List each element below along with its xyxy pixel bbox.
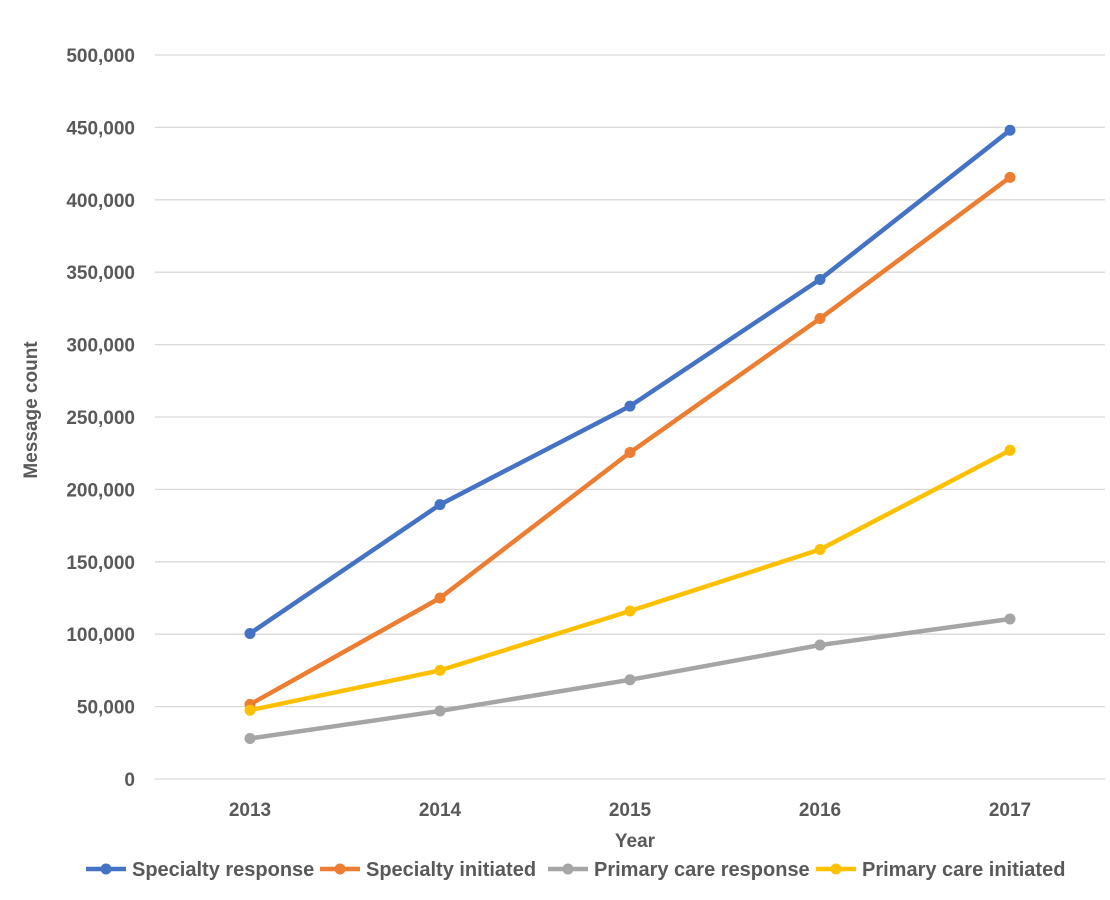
x-tick-label: 2016 [799,800,841,821]
y-tick-label: 450,000 [66,118,135,139]
data-point [244,732,256,744]
x-tick-label: 2015 [609,800,652,821]
data-point [434,592,446,604]
legend-swatch-marker [100,863,112,875]
x-tick-label: 2014 [419,800,462,821]
series-specialty-response [244,124,1016,639]
series-primary-care-initiated [244,444,1016,716]
data-point [244,627,256,639]
series-specialty-initiated [244,171,1016,710]
data-point [814,639,826,651]
legend-item: Specialty response [86,859,314,881]
legend-label: Primary care response [594,859,810,881]
legend: Specialty response Specialty initiated Pri… [86,859,1065,881]
y-tick-label: 250,000 [66,408,135,429]
y-tick-label: 150,000 [66,553,135,574]
y-tick-label: 0 [124,770,135,791]
series-line [247,128,1013,636]
legend-item: Primary care response [548,859,810,881]
x-tick-label: 2013 [229,800,271,821]
y-tick-label: 100,000 [66,625,135,646]
legend-swatch-marker [830,863,842,875]
data-point [624,400,636,412]
series-primary-care-response [244,613,1016,744]
x-tick-label: 2017 [989,800,1031,821]
data-point [814,273,826,285]
gridlines [155,54,1105,780]
data-point [624,674,636,686]
y-axis-tick-labels: 0 50,000 100,000 150,000 200,000 250,000 300,0… [66,46,135,791]
data-point [1004,444,1016,456]
legend-label: Primary care initiated [862,859,1065,881]
x-axis-tick-labels: 2013 2014 2015 2016 2017 [229,800,1031,821]
y-tick-label: 50,000 [77,698,135,719]
x-axis-title: Year [615,831,656,852]
y-tick-label: 300,000 [66,336,135,357]
legend-label: Specialty response [132,859,314,881]
data-point [1004,171,1016,183]
legend-swatch-marker [334,863,346,875]
y-tick-label: 500,000 [66,46,135,67]
data-point [1004,613,1016,625]
y-tick-label: 200,000 [66,480,135,501]
data-point [434,664,446,676]
legend-item: Specialty initiated [320,859,536,881]
data-point [244,704,256,716]
data-point [814,543,826,555]
data-point [624,446,636,458]
data-point [434,499,446,511]
legend-label: Specialty initiated [366,859,536,881]
data-point [624,605,636,617]
data-point [1004,124,1016,136]
data-point [814,313,826,325]
series-layer [244,124,1016,744]
series-line [247,175,1013,707]
legend-swatch-marker [562,863,574,875]
legend-item: Primary care initiated [816,859,1065,881]
y-axis-title: Message count [21,341,42,479]
y-tick-label: 350,000 [66,263,135,284]
data-point [434,705,446,717]
y-tick-label: 400,000 [66,191,135,212]
